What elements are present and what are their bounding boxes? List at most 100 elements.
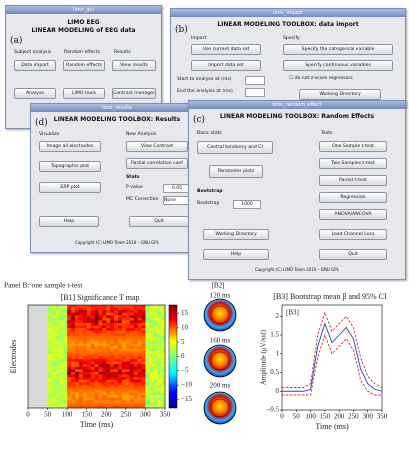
heatmap-cell	[74, 307, 80, 311]
heatmap-cell	[118, 356, 123, 360]
button[interactable]: Specify the categorical variable	[283, 44, 393, 55]
heatmap-cell	[145, 333, 150, 337]
input[interactable]: 1000	[233, 200, 261, 209]
heatmap-cell	[51, 356, 56, 360]
checkbox-label: do not z-score regressors	[294, 76, 353, 81]
button[interactable]: View results	[112, 60, 156, 71]
input[interactable]	[245, 88, 265, 97]
heatmap-cell	[35, 392, 41, 396]
heatmap-cell	[157, 348, 162, 352]
heatmap-cell	[35, 343, 41, 347]
heatmap-cell	[47, 377, 52, 380]
button[interactable]: Help	[39, 216, 99, 227]
heatmap-cell	[35, 346, 41, 350]
heatmap-cell	[39, 395, 44, 398]
heatmap-cell	[35, 366, 41, 370]
button[interactable]: LIMO tools	[63, 88, 105, 99]
heatmap-cell	[35, 377, 41, 380]
button[interactable]: Paired t-test	[319, 175, 387, 186]
heatmap-cell	[78, 364, 84, 368]
heatmap-cell	[102, 359, 107, 362]
button[interactable]: Partial correlation coef	[126, 158, 188, 169]
heatmap-cell	[86, 310, 91, 314]
x-tick-label: 350	[160, 411, 171, 419]
heatmap-cell	[59, 353, 64, 357]
button[interactable]: Regression	[319, 192, 387, 203]
heatmap-cell	[63, 374, 68, 378]
heatmap-cell	[28, 323, 33, 326]
button[interactable]: View Contrast	[126, 141, 188, 152]
heatmap-cell	[43, 382, 48, 386]
heatmap-cell	[145, 369, 150, 373]
button[interactable]: ANOVA/ANCOVA	[319, 209, 387, 220]
heatmap-cell	[137, 397, 142, 401]
button[interactable]: Load Channel Locs	[319, 229, 387, 240]
heatmap-cell	[153, 341, 158, 344]
button[interactable]: Analyse	[14, 88, 56, 99]
heatmap-cell	[47, 346, 52, 350]
heatmap-cell	[149, 356, 154, 360]
heatmap-cell	[71, 377, 76, 380]
heatmap-cell	[141, 384, 146, 388]
heatmap-cell	[121, 328, 127, 332]
heatmap-cell	[106, 389, 111, 393]
heatmap-cell	[114, 353, 119, 357]
button[interactable]: Central tendency and CI	[197, 141, 273, 154]
heatmap-cell	[47, 348, 52, 352]
heatmap-cell	[110, 392, 115, 396]
button[interactable]: Topographic plot	[39, 161, 101, 172]
heatmap-cell	[43, 330, 48, 334]
button[interactable]: Import data set	[191, 60, 261, 71]
heatmap-cell	[35, 328, 41, 332]
checkbox[interactable]: ☐ do not z-score regressors	[289, 76, 353, 81]
button[interactable]: Working Directory	[203, 229, 269, 240]
heatmap-cell	[98, 402, 103, 406]
heatmap-cell	[145, 320, 150, 324]
heatmap-cell	[110, 397, 115, 401]
heatmap-cell	[39, 371, 44, 375]
heatmap-cell	[28, 320, 33, 324]
heatmap-cell	[31, 397, 37, 401]
heatmap-cell	[125, 341, 131, 344]
heatmap-cell	[63, 343, 68, 347]
input[interactable]	[245, 76, 265, 85]
heatmap-cell	[133, 359, 138, 362]
heatmap-cell	[98, 317, 103, 321]
button[interactable]: Contrast manager	[112, 88, 156, 99]
button[interactable]: Working Directory	[299, 89, 381, 100]
heatmap-cell	[106, 377, 111, 380]
heatmap-cell	[141, 374, 146, 378]
button[interactable]: Image all electrodes	[39, 141, 101, 152]
button[interactable]: Quit	[319, 249, 387, 260]
heatmap-cell	[141, 330, 146, 334]
heatmap-cell	[31, 346, 37, 350]
heatmap-cell	[110, 348, 115, 352]
heatmap-cell	[129, 328, 134, 332]
heatmap-cell	[106, 307, 111, 311]
heatmap-cell	[51, 330, 56, 334]
heatmap-cell	[161, 353, 166, 357]
heatmap-cell	[125, 346, 131, 350]
heatmap-cell	[129, 341, 134, 344]
button[interactable]: ERP plot	[39, 182, 101, 193]
button[interactable]: Parameter plots	[209, 165, 263, 178]
heatmap-cell	[118, 348, 123, 352]
heatmap-cell	[106, 387, 111, 391]
heatmap-cell	[43, 392, 48, 396]
heatmap-cell	[141, 366, 146, 370]
button[interactable]: Two Samples t-test	[319, 158, 387, 169]
colorbar-tick-label: 10	[181, 323, 189, 331]
heatmap-cell	[90, 328, 95, 332]
heatmap-cell	[86, 369, 91, 373]
heatmap-cell	[94, 371, 99, 375]
button[interactable]: Use current data set	[191, 44, 261, 55]
heatmap-cell	[145, 379, 150, 383]
button[interactable]: One Sample t-test	[319, 141, 387, 152]
button[interactable]: Help	[203, 249, 269, 260]
button[interactable]: Specify continuous variables	[283, 60, 393, 71]
heatmap-cell	[71, 369, 76, 373]
heatmap-cell	[59, 333, 64, 337]
button[interactable]: Data import	[14, 60, 56, 71]
heatmap-cell	[98, 371, 103, 375]
button[interactable]: Random effects	[63, 60, 105, 71]
